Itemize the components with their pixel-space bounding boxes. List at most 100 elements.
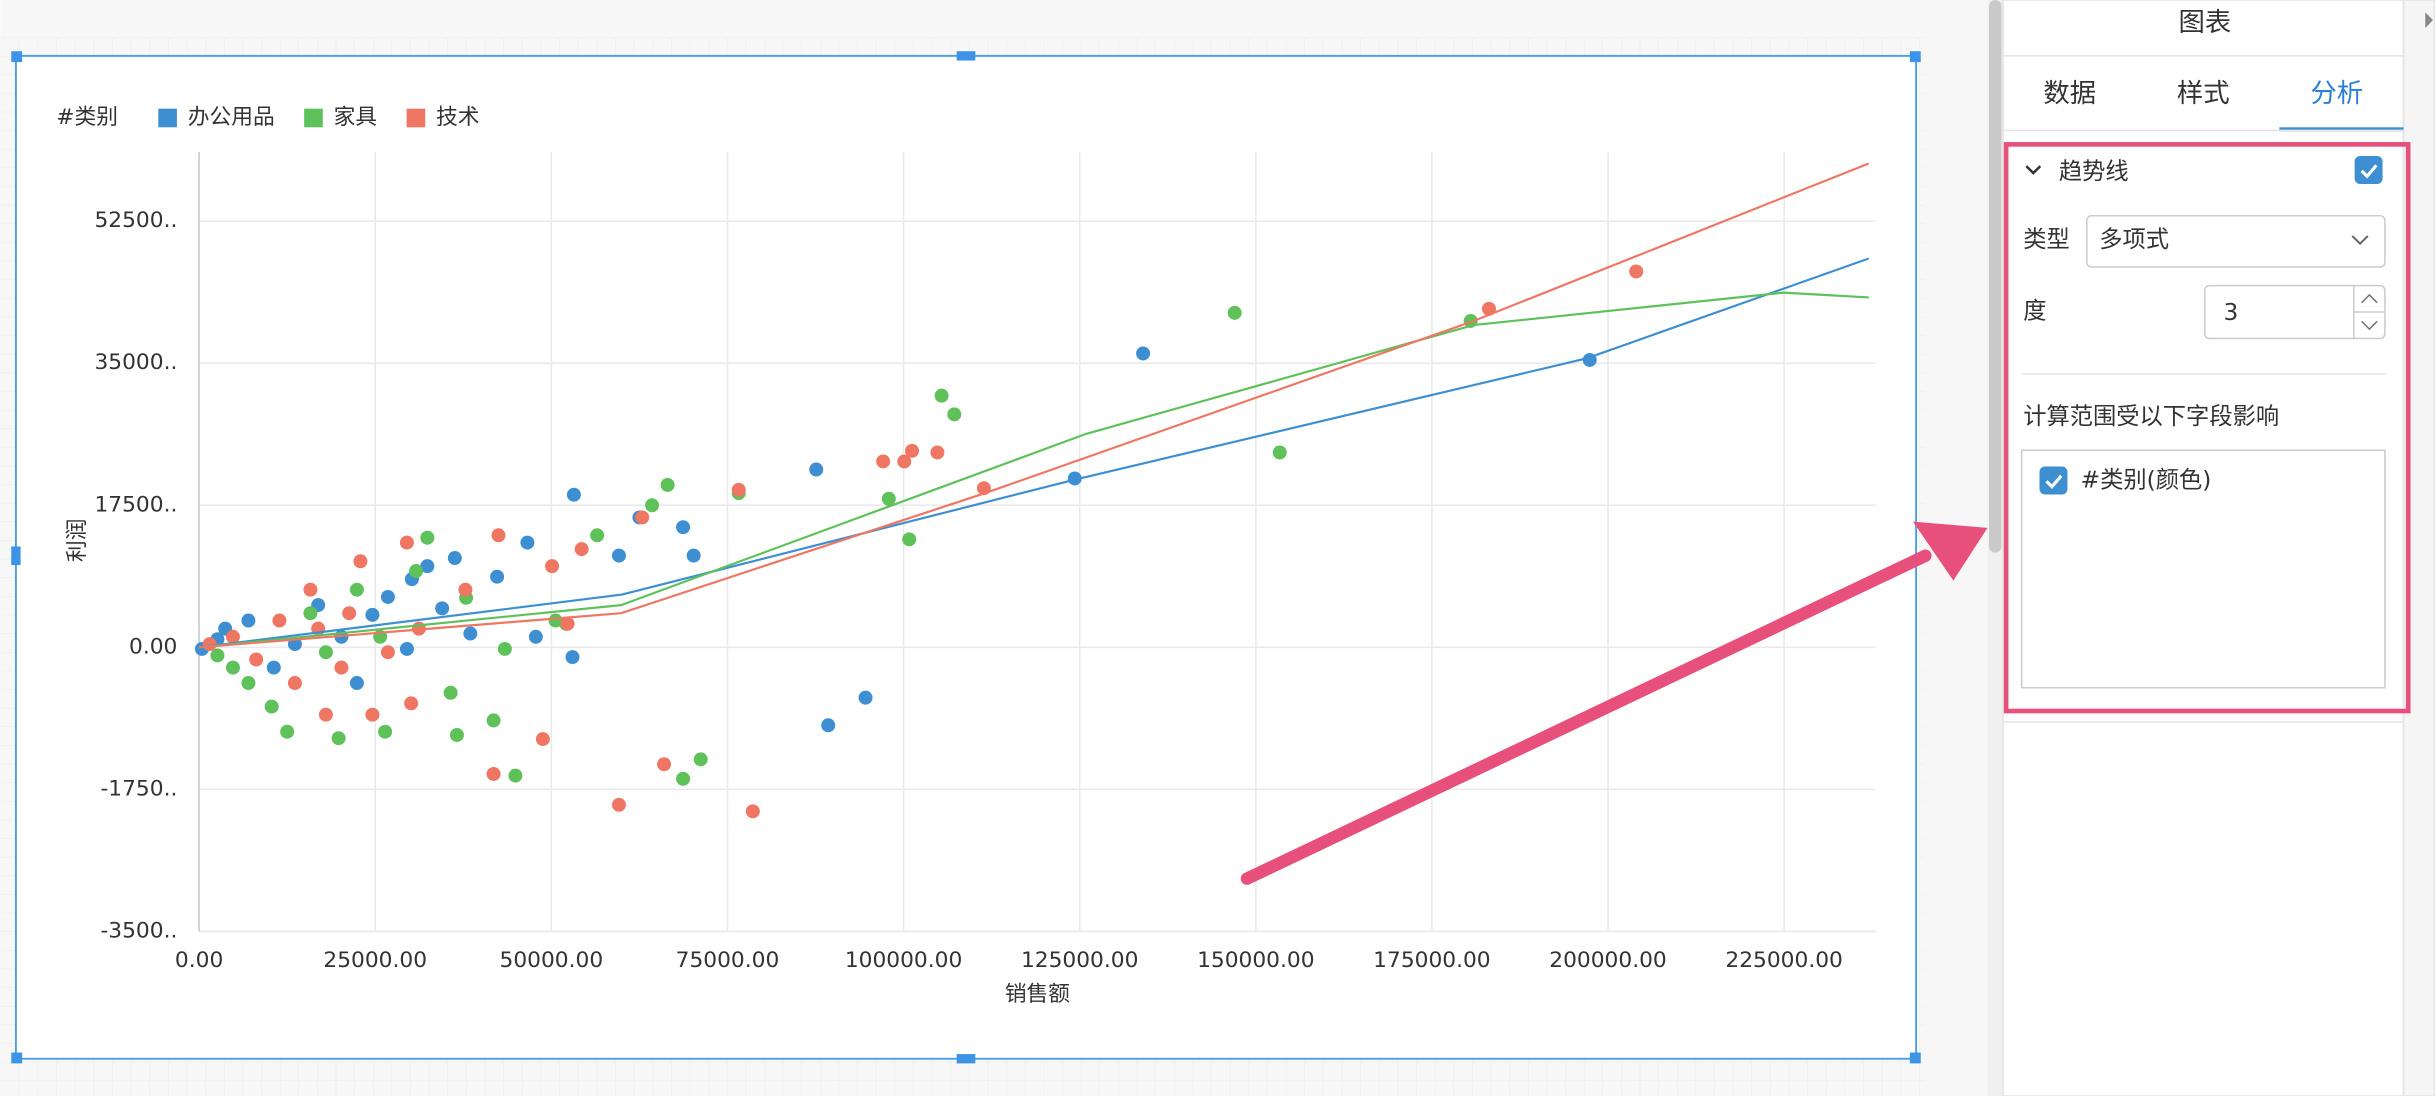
highlight-box	[2003, 142, 2411, 714]
point	[334, 660, 349, 675]
point	[520, 535, 535, 550]
point	[635, 510, 650, 525]
point	[331, 731, 346, 746]
field-label: 度	[2023, 298, 2046, 325]
tab-underline	[2279, 127, 2404, 132]
field-label: 类型	[2023, 226, 2070, 253]
y-tick-label: 0.00	[129, 634, 177, 659]
point	[404, 696, 419, 711]
point	[930, 445, 945, 460]
point	[1227, 305, 1242, 320]
x-tick-label: 25000.00	[323, 948, 427, 973]
y-tick-label: 35000..	[94, 350, 177, 375]
point	[590, 528, 605, 543]
spin-down[interactable]	[2361, 320, 2378, 331]
legend-swatch	[158, 108, 177, 128]
x-tick-label: 100000.00	[845, 948, 962, 973]
point	[380, 645, 395, 660]
point	[528, 629, 543, 644]
y-tick-label: -1750..	[100, 776, 177, 801]
point	[1136, 346, 1151, 361]
point	[349, 676, 364, 691]
checkbox-box[interactable]	[2039, 466, 2068, 495]
point	[202, 637, 217, 652]
field-list	[2020, 449, 2386, 689]
scrollbar-thumb[interactable]	[1989, 0, 2002, 553]
point	[548, 613, 563, 628]
x-tick-label: 150000.00	[1197, 948, 1314, 973]
tab[interactable]: 分析	[2310, 79, 2363, 109]
point	[318, 707, 333, 722]
dropdown[interactable]	[2086, 215, 2386, 268]
point	[486, 713, 501, 728]
point	[365, 707, 380, 722]
collapse-icon[interactable]	[2425, 12, 2434, 28]
point	[1629, 264, 1644, 279]
point	[225, 660, 240, 675]
legend-label: 技术	[436, 105, 479, 130]
point	[303, 582, 318, 597]
point	[645, 498, 660, 513]
tab[interactable]: 样式	[2177, 79, 2230, 109]
point	[458, 582, 473, 597]
check-mark	[2360, 164, 2378, 179]
point	[611, 797, 626, 812]
point	[657, 757, 672, 772]
point	[241, 613, 256, 628]
point	[565, 650, 580, 665]
point	[210, 648, 225, 663]
point	[876, 454, 891, 469]
point	[378, 724, 393, 739]
point	[491, 528, 506, 543]
point	[1481, 301, 1496, 316]
point	[365, 607, 380, 622]
resize-handles	[11, 51, 1921, 1064]
point	[280, 724, 295, 739]
point	[447, 551, 462, 566]
point	[399, 641, 414, 656]
point	[420, 559, 435, 574]
legend-title: #类别	[56, 105, 118, 130]
arrow-head	[1912, 521, 1988, 581]
point	[463, 626, 478, 641]
panel-title: 图表	[2178, 8, 2231, 38]
expand-arrow[interactable]	[2025, 165, 2042, 175]
spin-up[interactable]	[2361, 293, 2378, 304]
legend-label: 办公用品	[188, 105, 275, 130]
point	[731, 482, 746, 497]
point	[947, 407, 962, 422]
point	[902, 532, 917, 547]
point	[353, 554, 368, 569]
y-tick-label: -3500..	[100, 918, 177, 943]
point	[676, 771, 691, 786]
point	[566, 487, 581, 502]
point	[905, 443, 920, 458]
point	[249, 652, 264, 667]
point	[349, 582, 364, 597]
point	[676, 520, 691, 535]
input-value: 3	[2223, 299, 2238, 326]
point	[535, 732, 550, 747]
plot: -3500.. -1750.. 0.00 17500.. 35000.. 52500.. 0…	[94, 152, 1876, 973]
point	[611, 548, 626, 563]
checkbox-box[interactable]	[2354, 156, 2383, 184]
point	[449, 728, 464, 742]
point	[241, 676, 256, 691]
annotation-arrow	[1240, 549, 1932, 885]
point	[508, 768, 523, 783]
x-tick-label: 125000.00	[1021, 948, 1138, 973]
section-label: 趋势线	[2059, 158, 2129, 185]
point	[380, 590, 395, 604]
point	[560, 616, 575, 631]
checkbox[interactable]	[2354, 156, 2383, 184]
chart-widget[interactable]	[15, 54, 1918, 1060]
point	[858, 690, 873, 705]
tab[interactable]: 数据	[2043, 79, 2096, 109]
x-axis-label: 销售额	[1005, 982, 1070, 1007]
point	[545, 559, 560, 574]
point	[934, 388, 949, 403]
x-tick-label: 225000.00	[1725, 948, 1842, 973]
point	[897, 454, 912, 469]
